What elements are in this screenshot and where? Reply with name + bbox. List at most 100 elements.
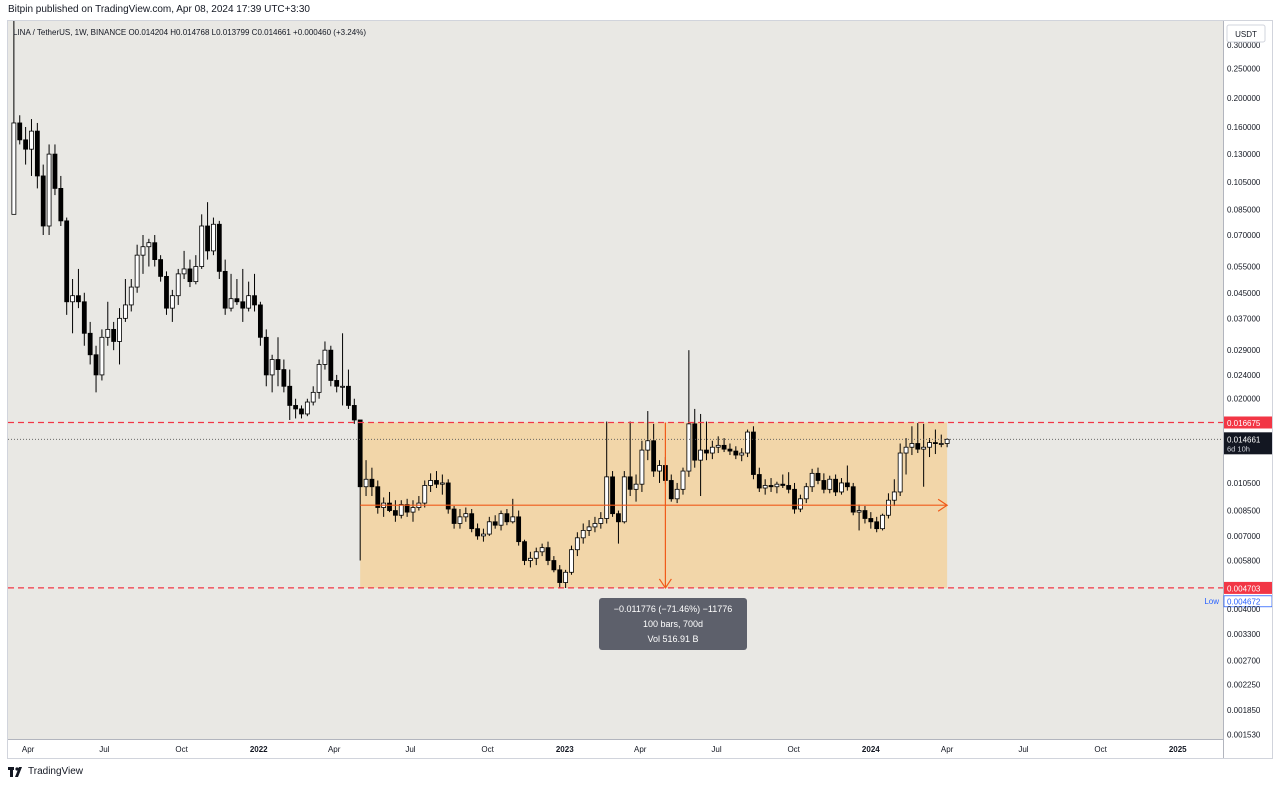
candle-body-up bbox=[698, 449, 704, 461]
candle-body-down bbox=[868, 518, 874, 523]
candle-body-down bbox=[932, 442, 938, 444]
candle-body-down bbox=[751, 431, 756, 475]
candle-body-down bbox=[299, 408, 304, 415]
candle-body-down bbox=[404, 504, 410, 513]
candle-body-down bbox=[504, 513, 510, 523]
candle-body-down bbox=[87, 332, 93, 356]
candle-body-up bbox=[739, 452, 745, 456]
price-tick-label: 0.024000 bbox=[1227, 371, 1261, 380]
candle-body-down bbox=[434, 480, 439, 485]
measure-info-tooltip: −0.011776 (−71.46%) −11776 100 bars, 700… bbox=[599, 598, 747, 650]
candle-body-up bbox=[856, 510, 862, 513]
candle-body-up bbox=[410, 507, 416, 513]
candle-body-up bbox=[498, 513, 504, 526]
candle-body-down bbox=[205, 225, 210, 252]
price-tick-label: 0.250000 bbox=[1227, 65, 1261, 74]
price-axis-background bbox=[1223, 21, 1272, 739]
symbol-legend: LINA / TetherUS, 1W, BINANCE O0.014204 H… bbox=[13, 28, 366, 37]
price-tick-label: 0.020000 bbox=[1227, 395, 1261, 404]
candle-body-down bbox=[850, 486, 856, 513]
candle-body-up bbox=[481, 533, 486, 537]
price-tick-label: 0.002700 bbox=[1227, 656, 1261, 665]
candle-body-down bbox=[833, 478, 839, 493]
price-tick-label: 0.300000 bbox=[1227, 41, 1261, 50]
price-tick-label: 0.008500 bbox=[1227, 507, 1261, 516]
measure-info-line: 100 bars, 700d bbox=[643, 619, 703, 629]
candle-body-down bbox=[234, 298, 240, 303]
measure-info-line: −0.011776 (−71.46%) −11776 bbox=[614, 604, 733, 614]
candle-body-up bbox=[316, 364, 322, 393]
level-price-label: 0.016675 bbox=[1227, 419, 1261, 428]
candle-body-down bbox=[357, 419, 363, 488]
candle-body-down bbox=[263, 336, 269, 376]
candle-body-up bbox=[363, 478, 369, 488]
chart-frame[interactable]: 0.016675 0.004703 0.014661 6d 10h Low 0.00467… bbox=[7, 20, 1273, 759]
candle-body-down bbox=[651, 440, 657, 472]
candle-body-up bbox=[745, 431, 750, 454]
candle-body-up bbox=[580, 530, 586, 539]
candle-body-down bbox=[610, 476, 615, 515]
time-tick-label: Oct bbox=[175, 745, 188, 754]
candle-body-up bbox=[11, 122, 17, 215]
candle-body-up bbox=[122, 304, 128, 319]
candle-body-down bbox=[281, 369, 287, 387]
time-tick-label: Apr bbox=[22, 745, 35, 754]
price-tick-label: 0.085000 bbox=[1227, 206, 1261, 215]
candle-body-up bbox=[228, 298, 234, 309]
candle-body-up bbox=[457, 516, 463, 524]
candle-body-up bbox=[527, 557, 533, 561]
currency-label[interactable]: USDT bbox=[1226, 24, 1266, 43]
time-axis-background bbox=[8, 739, 1223, 758]
bar-countdown-label: 6d 10h bbox=[1227, 444, 1250, 453]
candle-body-down bbox=[469, 513, 475, 530]
candle-body-up bbox=[762, 485, 768, 489]
candle-body-down bbox=[516, 516, 522, 543]
candle-body-up bbox=[117, 317, 122, 342]
candle-body-down bbox=[328, 349, 334, 381]
candle-body-up bbox=[621, 476, 627, 523]
candle-body-up bbox=[510, 516, 516, 523]
candle-body-down bbox=[76, 295, 81, 303]
candle-body-down bbox=[252, 295, 257, 306]
time-tick-label: Apr bbox=[941, 745, 954, 754]
candle-body-down bbox=[275, 359, 281, 370]
time-tick-label: Jul bbox=[405, 745, 415, 754]
candle-body-down bbox=[17, 122, 23, 141]
price-tick-label: 0.002250 bbox=[1227, 680, 1261, 689]
price-tick-label: 0.005800 bbox=[1227, 557, 1261, 566]
price-tick-label: 0.010500 bbox=[1227, 479, 1261, 488]
price-axis[interactable]: 0.300000 0.250000 0.200000 0.160000 0.130000… bbox=[1227, 41, 1261, 740]
candle-body-down bbox=[780, 483, 786, 486]
low-marker-label: Low bbox=[1204, 597, 1219, 606]
measure-info-line: Vol 516.91 B bbox=[647, 634, 698, 644]
candle-body-down bbox=[64, 220, 70, 303]
candle-body-down bbox=[346, 385, 351, 406]
candle-body-up bbox=[569, 549, 574, 573]
candle-body-up bbox=[422, 485, 428, 504]
candle-body-up bbox=[604, 476, 610, 519]
price-tick-label: 0.007000 bbox=[1227, 532, 1261, 541]
candle-body-up bbox=[539, 547, 545, 553]
candle-body-down bbox=[222, 270, 228, 309]
candle-body-up bbox=[839, 482, 844, 493]
measure-arrow-down bbox=[658, 578, 672, 589]
candle-body-down bbox=[768, 485, 774, 488]
published-text: Bitpin published on TradingView.com, Apr… bbox=[8, 4, 310, 15]
candle-body-up bbox=[169, 295, 175, 309]
candle-body-down bbox=[545, 547, 551, 561]
candle-body-up bbox=[322, 349, 328, 365]
candle-body-up bbox=[46, 153, 52, 227]
candle-body-down bbox=[844, 482, 850, 488]
tradingview-footer[interactable]: TradingView bbox=[8, 765, 83, 779]
time-axis[interactable]: Apr Jul Oct 2022 Apr Jul Oct 2023 Apr Jul Oct 2024 A… bbox=[22, 745, 1187, 754]
measure-tooltip-box bbox=[599, 598, 747, 650]
time-tick-label: 2022 bbox=[250, 745, 268, 754]
candle-body-down bbox=[627, 476, 633, 490]
candle-body-up bbox=[134, 254, 140, 288]
candle-body-up bbox=[486, 521, 492, 535]
candle-body-down bbox=[58, 188, 64, 222]
candle-body-down bbox=[915, 443, 921, 450]
candle-body-up bbox=[574, 537, 580, 551]
candle-body-down bbox=[111, 328, 117, 342]
